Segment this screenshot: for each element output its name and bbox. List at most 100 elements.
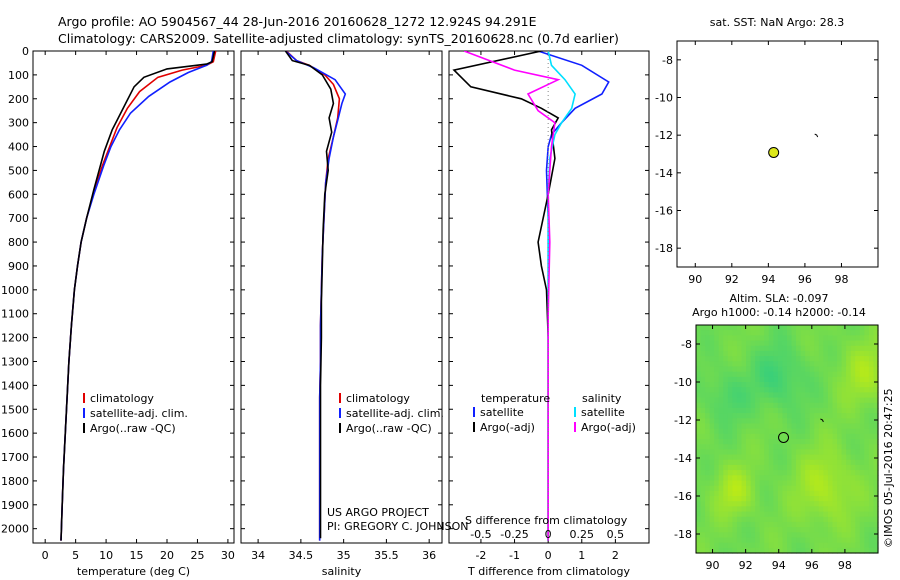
sla-cell xyxy=(782,496,788,502)
sla-cell xyxy=(814,402,820,409)
sla-cell xyxy=(800,449,806,456)
sla-cell xyxy=(814,439,820,445)
sla-cell xyxy=(837,407,843,414)
sla-cell xyxy=(809,428,815,435)
sla-cell xyxy=(868,547,875,554)
sla-cell xyxy=(864,345,870,352)
sla-cell xyxy=(750,480,756,487)
sla-cell xyxy=(864,532,870,539)
sla-cell xyxy=(800,397,806,404)
sla-cell xyxy=(846,464,852,471)
sla-cell xyxy=(827,521,834,528)
sla-cell xyxy=(859,387,865,393)
sla-cell xyxy=(700,325,706,331)
sla-cell xyxy=(705,547,711,554)
sla-cell xyxy=(873,470,879,476)
sla-cell xyxy=(841,423,847,430)
sla-cell xyxy=(773,340,779,347)
sla-cell xyxy=(855,361,861,368)
sla-cell xyxy=(796,490,802,497)
sla-cell xyxy=(809,387,815,393)
sla-cell xyxy=(859,464,865,471)
sla_map-x-tick-label: 94 xyxy=(772,559,786,572)
sla-cell xyxy=(873,532,879,539)
sla-cell xyxy=(782,418,788,425)
sla-cell xyxy=(791,418,797,425)
sla-cell xyxy=(859,542,865,549)
difference-series-group xyxy=(452,51,610,541)
sla-cell xyxy=(750,454,756,461)
sla-cell xyxy=(718,475,724,482)
sla-cell xyxy=(873,345,879,352)
sla-cell xyxy=(805,335,811,342)
sla-cell xyxy=(750,361,756,368)
sla-cell xyxy=(873,423,879,430)
sla-cell xyxy=(773,428,779,435)
sla-cell xyxy=(741,413,747,419)
sla-cell xyxy=(773,444,779,450)
sla-cell xyxy=(696,506,702,513)
sla-cell xyxy=(700,475,706,482)
sla-cell xyxy=(714,532,720,539)
sla-cell xyxy=(777,542,784,549)
sla-cell xyxy=(723,542,729,549)
sla-cell xyxy=(827,340,834,347)
sla-cell xyxy=(827,439,834,445)
sla-cell xyxy=(837,330,843,336)
sla-cell xyxy=(773,371,779,378)
sla-cell xyxy=(714,407,720,414)
sla-cell xyxy=(823,325,829,331)
sla-cell xyxy=(814,449,820,456)
sla-cell xyxy=(746,387,752,393)
salinity-x-tick-label: 35.5 xyxy=(374,549,399,562)
sla-cell xyxy=(746,480,752,487)
sla-cell xyxy=(855,371,861,378)
sla-cell xyxy=(723,496,729,502)
sla-cell xyxy=(700,330,706,336)
sla-cell xyxy=(750,537,756,544)
sla-cell xyxy=(736,382,743,388)
sla-cell xyxy=(759,345,765,352)
sla-cell xyxy=(709,428,715,435)
sla-cell xyxy=(764,423,770,430)
sla-cell xyxy=(700,470,706,476)
sla-cell xyxy=(859,449,865,456)
sla-cell xyxy=(827,418,834,425)
sla-cell xyxy=(718,511,724,518)
sla-cell xyxy=(818,547,824,554)
sla-cell xyxy=(727,361,733,368)
sla-cell xyxy=(859,350,865,357)
sla-cell xyxy=(755,325,761,331)
sla-cell xyxy=(764,345,770,352)
sla-cell xyxy=(873,361,879,368)
sla-cell xyxy=(718,542,724,549)
sla-cell xyxy=(723,407,729,414)
sla-cell xyxy=(696,439,702,445)
sla-cell xyxy=(759,335,765,342)
sla-cell xyxy=(705,516,711,523)
depth-tick-label: 400 xyxy=(8,141,29,154)
sla-cell xyxy=(732,382,738,388)
sla-cell xyxy=(718,496,724,502)
sla-cell xyxy=(782,537,788,544)
sla-cell xyxy=(832,387,838,393)
sla-cell xyxy=(727,335,733,342)
sla-cell xyxy=(823,345,829,352)
sla-cell xyxy=(859,516,865,523)
sla-cell xyxy=(768,470,774,476)
sla-cell xyxy=(855,428,861,435)
sla-cell xyxy=(764,392,770,399)
sla-cell xyxy=(750,392,756,399)
sla-cell xyxy=(841,475,847,482)
sla-cell xyxy=(750,407,756,414)
sla-cell xyxy=(823,459,829,466)
temperature-x-tick-label: 5 xyxy=(72,549,79,562)
sla-cell xyxy=(768,485,774,492)
sla-cell xyxy=(846,428,852,435)
sla-cell xyxy=(746,532,752,539)
sla-cell xyxy=(705,407,711,414)
sla-cell xyxy=(814,537,820,544)
sla-cell xyxy=(773,350,779,357)
sla-cell xyxy=(809,433,815,440)
sla-cell xyxy=(859,371,865,378)
